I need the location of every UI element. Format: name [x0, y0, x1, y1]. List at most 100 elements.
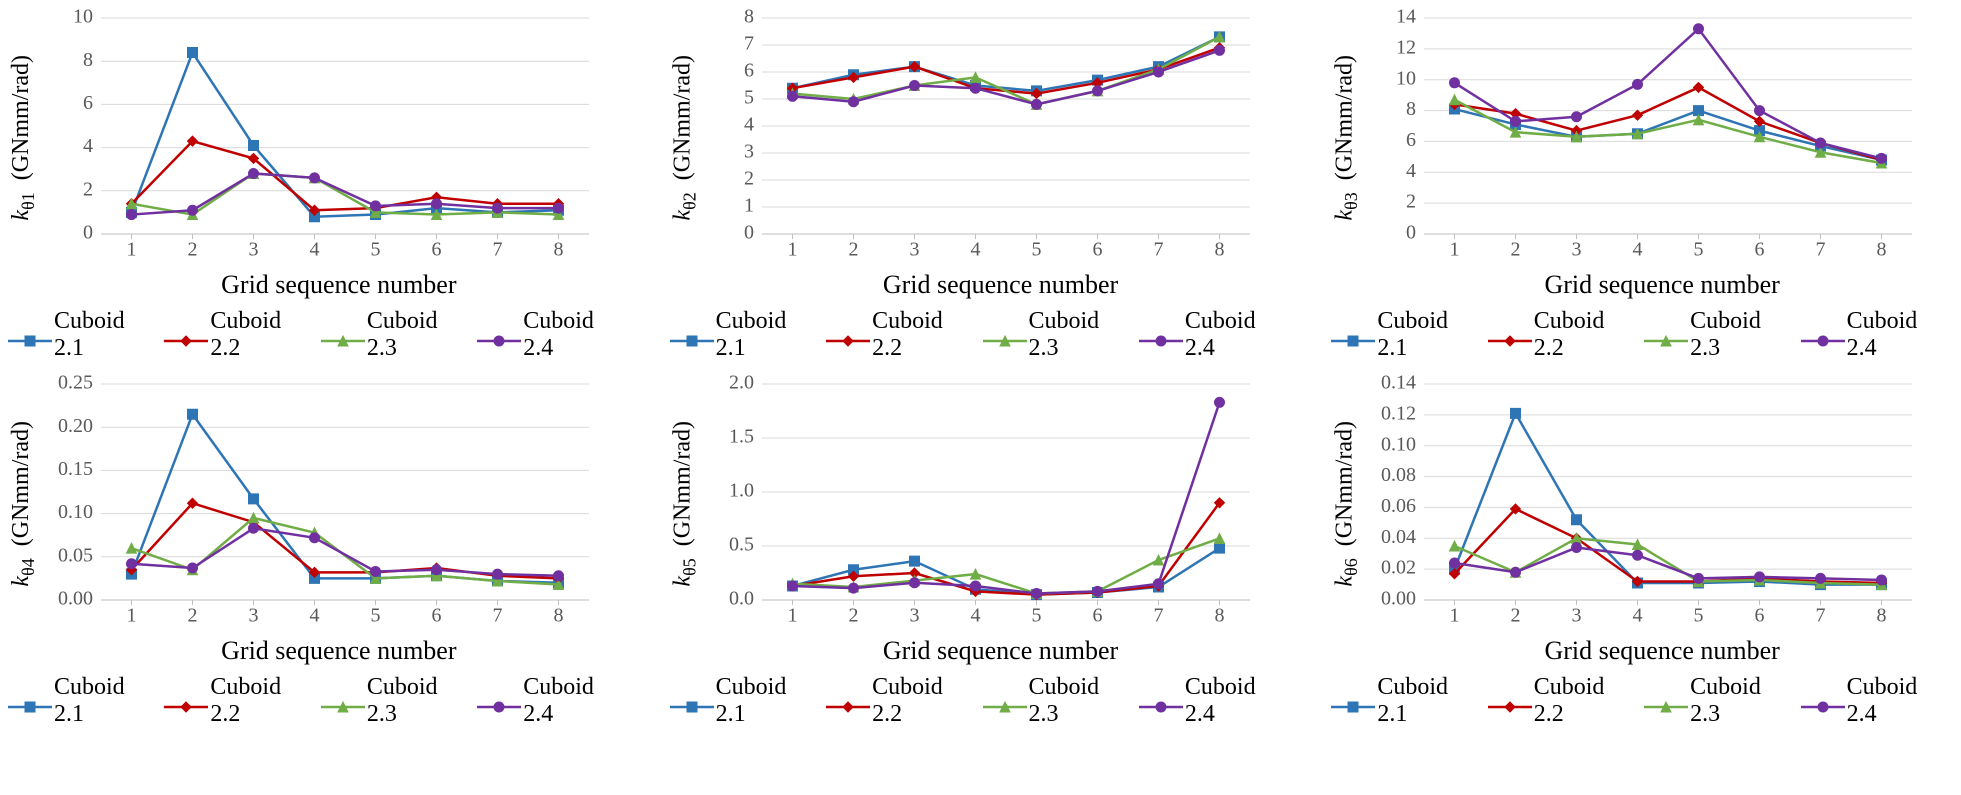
- svg-text:7: 7: [1154, 605, 1164, 627]
- svg-text:1.0: 1.0: [729, 480, 754, 502]
- svg-text:8: 8: [744, 8, 754, 28]
- legend-label: Cuboid 2.1: [1377, 674, 1483, 728]
- legend-swatch: [8, 694, 52, 708]
- svg-text:7: 7: [492, 239, 502, 261]
- svg-text:1: 1: [744, 195, 754, 217]
- legend-item: Cuboid 2.4: [1139, 674, 1291, 728]
- svg-text:6: 6: [744, 60, 754, 82]
- legend-label: Cuboid 2.4: [523, 674, 629, 728]
- svg-text:8: 8: [1406, 98, 1416, 120]
- svg-text:8: 8: [1215, 239, 1225, 261]
- svg-text:2: 2: [1406, 191, 1416, 213]
- legend-swatch: [1488, 328, 1532, 342]
- svg-text:0.15: 0.15: [58, 458, 93, 480]
- svg-text:0.00: 0.00: [58, 588, 93, 610]
- legend-item: Cuboid 2.1: [1331, 674, 1483, 728]
- svg-text:6: 6: [1093, 239, 1103, 261]
- y-axis-label: kθ6 (GNmm/rad): [1331, 421, 1366, 587]
- svg-text:0.0: 0.0: [729, 588, 754, 610]
- svg-text:0: 0: [744, 222, 754, 244]
- svg-text:1: 1: [126, 239, 136, 261]
- legend-label: Cuboid 2.1: [54, 674, 160, 728]
- svg-text:1: 1: [1450, 605, 1460, 627]
- legend-label: Cuboid 2.4: [1847, 674, 1953, 728]
- svg-text:0.5: 0.5: [729, 534, 754, 556]
- svg-text:4: 4: [971, 239, 981, 261]
- svg-text:6: 6: [431, 239, 441, 261]
- legend: Cuboid 2.1 Cuboid 2.2 Cuboid 2.3 Cuboid 2.4: [8, 674, 630, 728]
- legend-label: Cuboid 2.3: [1029, 308, 1135, 362]
- plot-area: 0246810121412345678: [1366, 8, 1926, 268]
- y-axis-label: kθ1 (GNmm/rad): [8, 55, 43, 221]
- svg-text:12: 12: [1396, 36, 1416, 58]
- legend-item: Cuboid 2.2: [1488, 308, 1640, 362]
- chart-panel-k01: kθ1 (GNmm/rad)024681012345678Grid sequen…: [8, 8, 630, 362]
- svg-text:2.0: 2.0: [729, 374, 754, 394]
- legend-swatch: [477, 328, 521, 342]
- svg-text:8: 8: [1215, 605, 1225, 627]
- legend-swatch: [1644, 694, 1688, 708]
- legend: Cuboid 2.1Cuboid 2.2Cuboid 2.3Cuboid 2.4: [1331, 308, 1953, 362]
- svg-text:1: 1: [788, 605, 798, 627]
- svg-text:2: 2: [849, 605, 859, 627]
- legend-label: Cuboid 2.2: [210, 308, 316, 362]
- svg-text:5: 5: [1694, 605, 1704, 627]
- legend-swatch: [1801, 694, 1845, 708]
- legend-item: Cuboid 2.3: [1644, 674, 1796, 728]
- legend-label: Cuboid 2.1: [54, 308, 160, 362]
- legend-label: Cuboid 2.4: [1185, 674, 1291, 728]
- svg-text:4: 4: [744, 114, 754, 136]
- svg-text:0.14: 0.14: [1381, 374, 1416, 394]
- svg-text:8: 8: [1877, 239, 1887, 261]
- chart-panel-k03: kθ3 (GNmm/rad)0246810121412345678Grid se…: [1331, 8, 1953, 362]
- legend-item: Cuboid 2.3: [983, 308, 1135, 362]
- svg-text:0.20: 0.20: [58, 415, 93, 437]
- svg-text:10: 10: [1396, 67, 1416, 89]
- x-axis-label: Grid sequence number: [48, 270, 630, 300]
- legend-label: Cuboid 2.4: [1185, 308, 1291, 362]
- svg-text:2: 2: [744, 168, 754, 190]
- legend-label: Cuboid 2.2: [210, 674, 316, 728]
- legend-swatch: [321, 328, 365, 342]
- x-axis-label: Grid sequence number: [1371, 636, 1953, 666]
- legend-label: Cuboid 2.2: [1534, 674, 1640, 728]
- legend-item: Cuboid 2.4: [477, 308, 629, 362]
- svg-text:3: 3: [1572, 239, 1582, 261]
- y-axis-label: kθ4 (GNmm/rad): [8, 421, 43, 587]
- svg-text:6: 6: [1755, 239, 1765, 261]
- svg-text:4: 4: [1633, 605, 1643, 627]
- svg-text:0.10: 0.10: [58, 501, 93, 523]
- svg-text:10: 10: [73, 8, 93, 28]
- svg-text:2: 2: [1511, 605, 1521, 627]
- legend-item: Cuboid 2.4: [1801, 674, 1953, 728]
- legend-label: Cuboid 2.2: [872, 308, 978, 362]
- legend-item: Cuboid 2.1: [8, 674, 160, 728]
- svg-text:2: 2: [187, 605, 197, 627]
- y-axis-label: kθ5 (GNmm/rad): [670, 421, 705, 587]
- legend-item: Cuboid 2.3: [983, 674, 1135, 728]
- svg-text:0.02: 0.02: [1381, 557, 1416, 579]
- legend-label: Cuboid 2.4: [523, 308, 629, 362]
- svg-text:0.08: 0.08: [1381, 464, 1416, 486]
- legend-item: Cuboid 2.4: [1801, 308, 1953, 362]
- legend-item: Cuboid 2.2: [1488, 674, 1640, 728]
- svg-text:8: 8: [1877, 605, 1887, 627]
- svg-text:1: 1: [788, 239, 798, 261]
- legend-item: Cuboid 2.3: [321, 308, 473, 362]
- svg-text:7: 7: [492, 605, 502, 627]
- legend-item: Cuboid 2.2: [164, 674, 316, 728]
- svg-text:0: 0: [83, 222, 93, 244]
- legend-item: Cuboid 2.2: [164, 308, 316, 362]
- legend-label: Cuboid 2.3: [367, 674, 473, 728]
- svg-text:2: 2: [849, 239, 859, 261]
- legend-swatch: [983, 328, 1027, 342]
- legend-label: Cuboid 2.1: [716, 674, 822, 728]
- svg-text:4: 4: [1406, 160, 1416, 182]
- legend-label: Cuboid 2.4: [1847, 308, 1953, 362]
- plot-area: 0.000.050.100.150.200.2512345678: [43, 374, 603, 634]
- chart-grid: kθ1 (GNmm/rad)024681012345678Grid sequen…: [8, 8, 1953, 728]
- legend-swatch: [477, 694, 521, 708]
- svg-text:2: 2: [83, 178, 93, 200]
- legend-swatch: [826, 694, 870, 708]
- svg-text:0: 0: [1406, 222, 1416, 244]
